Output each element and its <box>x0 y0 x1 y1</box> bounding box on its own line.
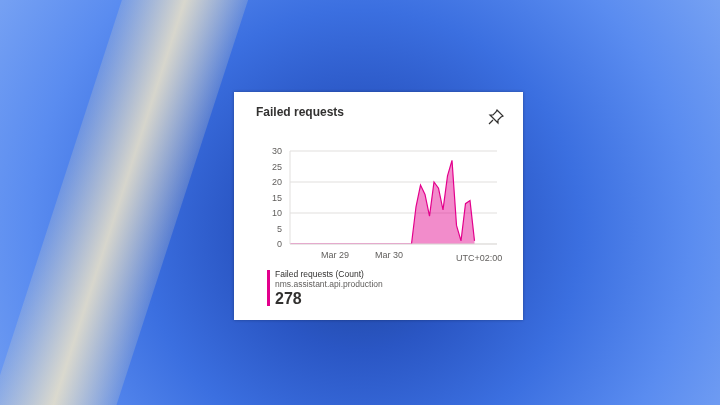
svg-text:15: 15 <box>272 193 282 203</box>
svg-text:0: 0 <box>277 239 282 249</box>
html-text:278: 278 <box>275 290 302 307</box>
html-text:Failed requests: Failed requests <box>256 105 344 119</box>
svg-text:30: 30 <box>272 146 282 156</box>
html-text:nms.assistant.api.production: nms.assistant.api.production <box>275 279 383 289</box>
svg-text:20: 20 <box>272 177 282 187</box>
svg-text:5: 5 <box>277 224 282 234</box>
svg-text:Mar 29: Mar 29 <box>321 250 349 260</box>
html-text:UTC+02:00: UTC+02:00 <box>456 253 503 263</box>
svg-text:10: 10 <box>272 208 282 218</box>
svg-text:Mar 30: Mar 30 <box>375 250 403 260</box>
html-text:Failed requests (Count): Failed requests (Count) <box>275 269 364 279</box>
svg-text:25: 25 <box>272 162 282 172</box>
